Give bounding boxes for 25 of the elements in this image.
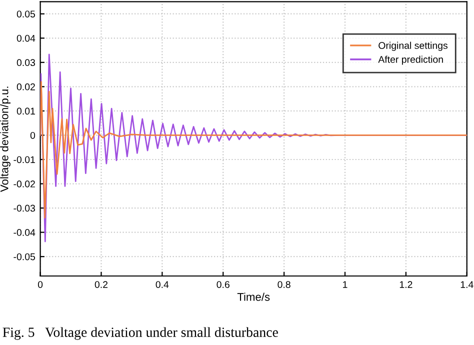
legend-label: After prediction bbox=[378, 56, 443, 65]
y-tick-label: -0.02 bbox=[14, 180, 35, 188]
y-tick-label: 0.03 bbox=[16, 59, 36, 66]
legend-label: Original settings bbox=[378, 42, 448, 51]
x-axis-title: Time/s bbox=[237, 292, 270, 301]
y-tick-label: -0.05 bbox=[14, 253, 36, 260]
y-tick-label: 0.01 bbox=[16, 108, 35, 115]
x-tick-label: 0.2 bbox=[94, 281, 108, 288]
x-tick-label: 0.4 bbox=[156, 281, 169, 288]
x-tick-label: 0.8 bbox=[278, 281, 290, 288]
x-tick-label: 1 bbox=[343, 281, 348, 288]
x-tick-label: 1.2 bbox=[400, 281, 412, 288]
y-tick-label: 0 bbox=[30, 132, 36, 139]
y-tick-label: 0.04 bbox=[16, 34, 36, 42]
y-tick-label: -0.03 bbox=[14, 204, 36, 212]
caption: Fig. 5 Voltage deviation under small disturbance bbox=[2, 327, 278, 340]
line-series bbox=[40, 81, 467, 218]
x-tick-label: 0.6 bbox=[216, 281, 230, 288]
y-tick-label: -0.01 bbox=[14, 156, 35, 164]
y-axis-title: Voltage deviation/p.u. bbox=[0, 86, 10, 192]
x-tick-label: 0 bbox=[38, 281, 43, 288]
y-tick-label: -0.04 bbox=[14, 229, 36, 236]
x-tick-label: 1.4 bbox=[460, 281, 474, 288]
y-tick-label: 0.05 bbox=[16, 10, 36, 18]
y-tick-label: 0.02 bbox=[16, 83, 35, 90]
